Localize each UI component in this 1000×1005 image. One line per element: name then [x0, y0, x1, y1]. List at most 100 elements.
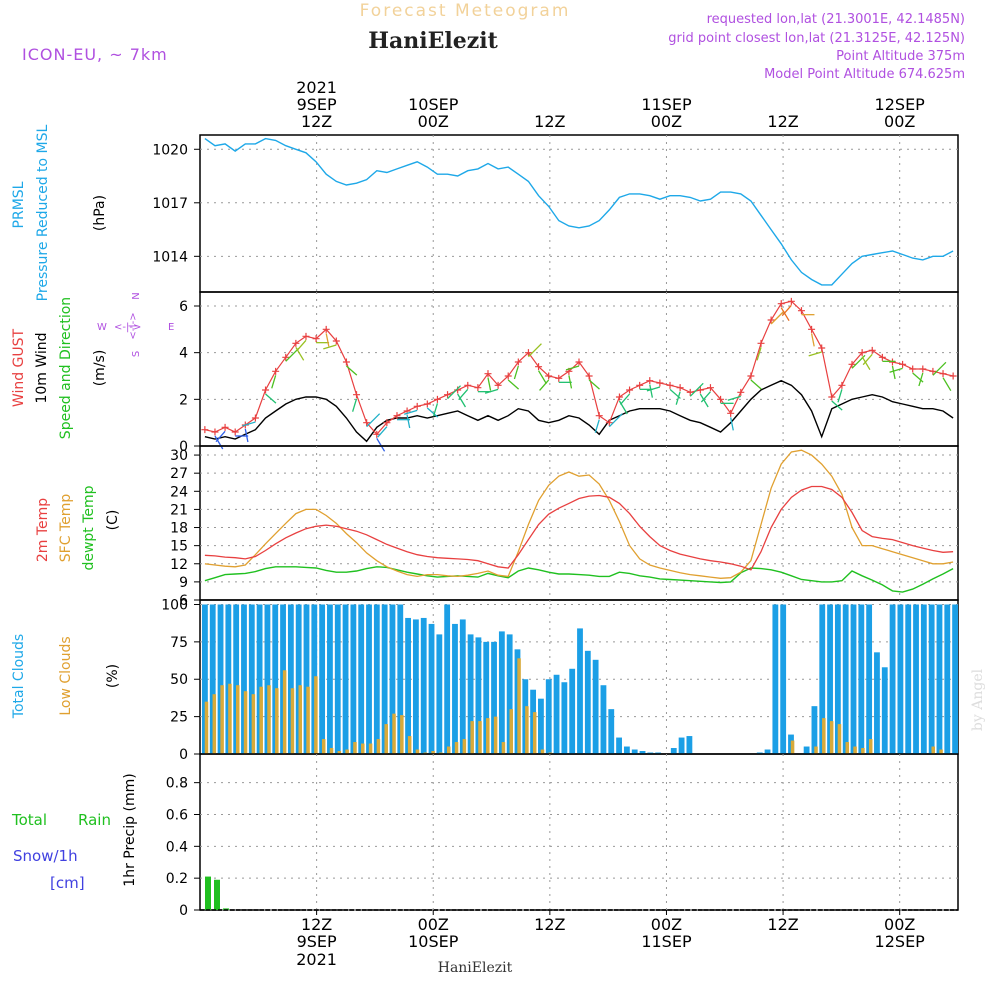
wind-direction-arrow	[565, 365, 580, 371]
low-cloud-bar	[509, 709, 514, 754]
hour-label: 12Z	[767, 112, 798, 131]
total-cloud-bar	[428, 623, 435, 754]
wind-gust-marker	[555, 374, 563, 382]
y-tick-label: 1014	[152, 249, 188, 265]
wind-gust-marker	[353, 391, 361, 399]
wind-gust-label: Wind GUST	[11, 328, 27, 407]
location-title: HaniElezit	[368, 28, 498, 54]
low-cloud-bar	[861, 748, 865, 754]
total-cloud-bar	[881, 667, 888, 754]
precip-unit-label: 1hr Precip (mm)	[122, 773, 138, 886]
wind-gust-marker	[706, 384, 714, 392]
low-cloud-bar	[790, 740, 795, 754]
rain-bar	[223, 908, 229, 910]
hour-label: 00Z	[418, 915, 449, 934]
low-cloud-bar	[314, 676, 318, 754]
y-tick-label: 6	[179, 299, 188, 315]
total-cloud-bar	[538, 698, 544, 754]
wind-direction-arrow	[244, 428, 249, 443]
wind-direction-arrow	[484, 388, 499, 394]
pressure-msl-label: Pressure Reduced to MSL	[35, 124, 51, 301]
wind-direction-arrow	[376, 437, 386, 452]
total-cloud-bar	[616, 737, 622, 754]
wind-direction-arrow	[770, 310, 785, 325]
year-label: 2021	[296, 950, 337, 969]
total-cloud-bar	[936, 604, 943, 754]
y-tick-label: 6	[179, 593, 188, 609]
hour-label: 12Z	[301, 112, 332, 131]
total-cloud-bar	[842, 604, 849, 754]
total-cloud-bar	[358, 604, 365, 754]
total-cloud-bar	[272, 604, 279, 754]
total-cloud-bar	[897, 604, 904, 754]
total-cloud-bar	[913, 604, 919, 754]
total-cloud-bar	[561, 682, 568, 754]
low-cloud-bar	[376, 739, 381, 754]
wind-direction-arrow	[862, 353, 873, 366]
total-cloud-bar	[905, 604, 912, 754]
total-cloud-bar	[452, 623, 458, 754]
total-cloud-bar	[631, 749, 638, 754]
total-cloud-bar	[678, 737, 685, 754]
hour-label: 00Z	[884, 915, 915, 934]
total-cloud-bar	[952, 604, 958, 754]
total-cloud-bar	[350, 604, 357, 754]
wind-gust-marker	[787, 297, 795, 305]
model-point-altitude: Model Point Altitude 674.625m	[764, 67, 965, 82]
date-label: 10SEP	[408, 932, 459, 951]
wind-direction-arrow	[457, 393, 467, 408]
wind-direction-arrow	[513, 365, 519, 380]
low-cloud-bar	[431, 751, 435, 754]
y-tick-label: 0	[179, 903, 188, 919]
wind-gust-marker	[383, 419, 391, 427]
low-clouds-label: Low Clouds	[58, 636, 74, 715]
hour-label: 00Z	[418, 112, 449, 131]
total-cloud-bar	[592, 659, 599, 754]
cloud-unit: (%)	[105, 664, 121, 688]
low-cloud-bar	[321, 739, 326, 754]
watermark: by Angel	[970, 668, 986, 731]
wind-direction-arrow	[780, 307, 790, 322]
pressure-line	[204, 137, 954, 286]
low-cloud-bar	[486, 718, 490, 754]
y-tick-label: 0.8	[166, 776, 188, 792]
wind-direction-arrow	[889, 367, 903, 373]
wind-direction-arrow	[608, 413, 623, 428]
hour-label: 12Z	[534, 112, 565, 131]
wind-direction-arrow	[458, 388, 469, 401]
wind-gust-marker	[262, 386, 270, 394]
temp-dewpt-label: dewpt Temp	[81, 485, 97, 570]
total-cloud-bar	[287, 604, 294, 754]
wind-gust-marker	[221, 423, 229, 431]
wind-direction-arrow	[447, 385, 462, 400]
cloud-panel: 0 25 50 75 100	[161, 597, 959, 763]
wind-gust-marker	[605, 419, 613, 427]
wind-direction-arrow	[861, 356, 871, 371]
y-tick-label: 75	[170, 635, 188, 651]
total-cloud-bar	[553, 674, 560, 754]
y-tick-label: 24	[170, 484, 188, 500]
wind-direction-arrow	[296, 339, 307, 352]
wind-gust-marker	[909, 365, 917, 373]
hour-label: 12Z	[301, 915, 332, 934]
wind-direction-arrow	[918, 372, 924, 387]
wind-gust-marker	[322, 325, 330, 333]
wind-direction-arrow	[295, 346, 305, 361]
wind-10m-label: 10m Wind	[34, 332, 50, 403]
y-tick-label: 0.2	[166, 871, 188, 887]
low-cloud-bar	[275, 688, 279, 754]
requested-coords: requested lon,lat (21.3001E, 42.1485N)	[707, 12, 965, 27]
wind-panel: 0 2 4 6	[179, 291, 959, 455]
snow-unit-label: [cm]	[50, 874, 85, 892]
wind-direction-arrow	[831, 400, 843, 411]
wind-direction-arrow	[539, 379, 550, 391]
date-label: 12SEP	[875, 932, 926, 951]
wind-gust-marker	[818, 344, 826, 352]
compass-s: S	[131, 351, 142, 357]
temp-2m-label: 2m Temp	[35, 498, 51, 562]
y-tick-label: 2	[179, 392, 188, 408]
wind-gust-marker	[868, 346, 876, 354]
wind-direction-arrow	[507, 379, 520, 390]
wind-direction-arrow	[810, 333, 815, 347]
compass-rose: N <-|-> S W <-|-> E	[97, 292, 174, 357]
